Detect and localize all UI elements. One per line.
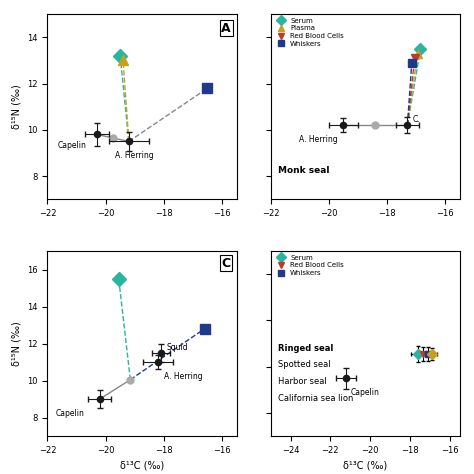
Legend: Serum, Plasma, Red Blood Cells, Whiskers: Serum, Plasma, Red Blood Cells, Whiskers [273, 16, 345, 48]
Text: Capelin: Capelin [58, 141, 87, 150]
Text: Capelin: Capelin [350, 388, 379, 397]
Text: Capelin: Capelin [55, 409, 84, 418]
Text: A: A [221, 22, 231, 35]
Text: C: C [221, 256, 230, 270]
Text: Monk seal: Monk seal [278, 166, 330, 175]
Text: A. Herring: A. Herring [164, 372, 202, 381]
Text: C.: C. [413, 116, 420, 125]
Text: Squid: Squid [166, 343, 188, 352]
X-axis label: δ¹³C (‰): δ¹³C (‰) [343, 460, 387, 470]
X-axis label: δ¹³C (‰): δ¹³C (‰) [120, 460, 164, 470]
Text: California sea lion: California sea lion [278, 393, 354, 402]
Text: Ringed seal: Ringed seal [278, 344, 334, 353]
Legend: Serum, Red Blood Cells, Whiskers: Serum, Red Blood Cells, Whiskers [273, 253, 345, 277]
Text: Harbor seal: Harbor seal [278, 377, 327, 386]
Text: A. Herring: A. Herring [299, 135, 337, 144]
Y-axis label: δ¹⁵N (‰): δ¹⁵N (‰) [12, 84, 22, 129]
Text: Spotted seal: Spotted seal [278, 360, 331, 369]
Text: A. Herring: A. Herring [115, 151, 154, 160]
Y-axis label: δ¹⁵N (‰): δ¹⁵N (‰) [11, 321, 21, 366]
